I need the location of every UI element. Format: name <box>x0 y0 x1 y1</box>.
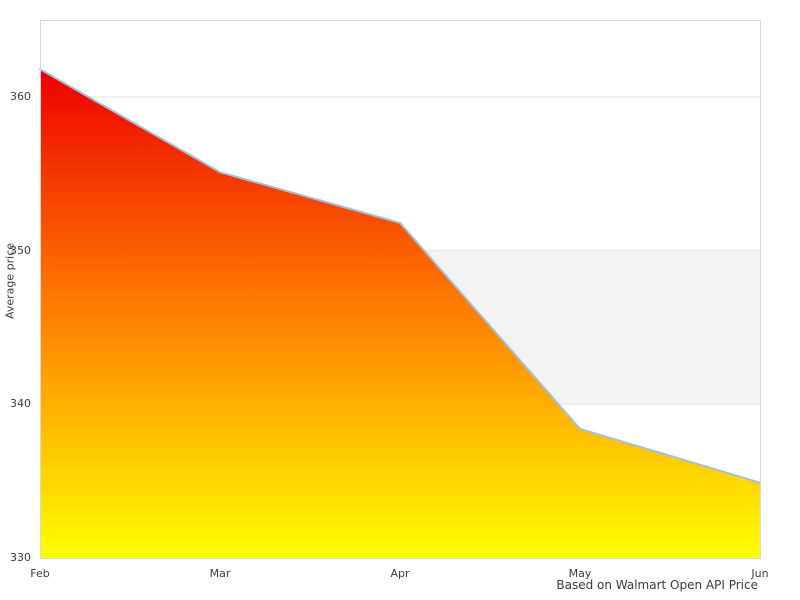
area-series-line <box>39 68 761 484</box>
area-series-fill <box>40 69 760 558</box>
y-tick-label-340: 340 <box>10 397 31 411</box>
y-tick-label-330: 330 <box>10 551 31 564</box>
y-tick-label-360: 360 <box>10 89 31 103</box>
x-tick-label-jun: Jun <box>751 567 769 580</box>
chart-caption: Based on Walmart Open API Price <box>556 578 758 592</box>
y-tick-label-350: 350 <box>10 243 31 257</box>
plot-border <box>40 20 761 559</box>
x-tick-label-apr: Apr <box>390 567 410 580</box>
x-tick-label-mar: Mar <box>209 567 231 580</box>
x-tick-label-feb: Feb <box>30 567 50 580</box>
x-tick-label-may: May <box>568 567 592 580</box>
